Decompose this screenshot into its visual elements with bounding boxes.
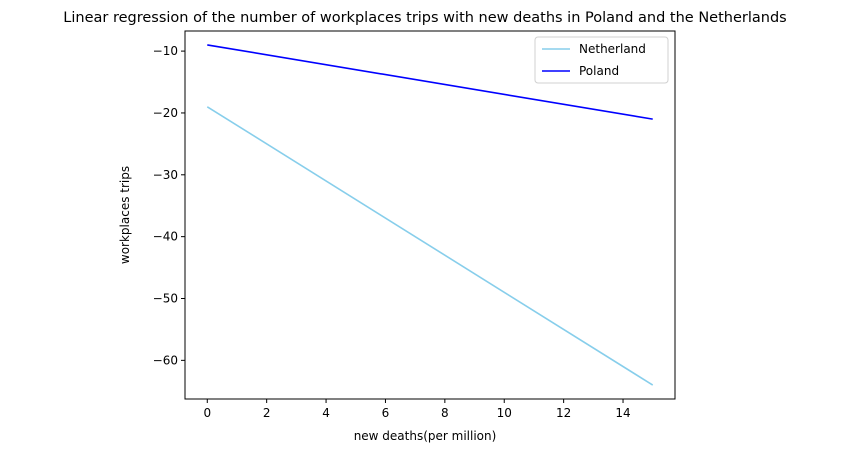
series-line-0 (206, 106, 654, 386)
x-tick-label: 2 (263, 406, 271, 420)
y-tick-label: −20 (153, 106, 178, 120)
x-tick-label: 10 (497, 406, 512, 420)
x-tick-label: 4 (322, 406, 330, 420)
y-tick-label: −10 (153, 44, 178, 58)
y-tick-label: −30 (153, 168, 178, 182)
x-axis-label: new deaths(per million) (354, 429, 497, 443)
y-tick-label: −60 (153, 353, 178, 367)
legend-label-1: Poland (579, 64, 619, 78)
chart-title: Linear regression of the number of workp… (63, 10, 786, 26)
x-tick-label: 0 (203, 406, 211, 420)
y-axis-label: workplaces trips (118, 166, 132, 264)
x-tick-label: 6 (382, 406, 390, 420)
series-line-1 (207, 44, 653, 120)
plot-frame (184, 30, 676, 400)
x-tick-label: 12 (556, 406, 571, 420)
series-layer (206, 44, 654, 386)
y-axis-ticks: −60 −50 −40 −30 −20 −10 (153, 44, 185, 367)
y-tick-label: −40 (153, 230, 178, 244)
x-tick-label: 14 (615, 406, 630, 420)
legend: Netherland Poland (534, 36, 669, 84)
plot-area (185, 31, 675, 399)
x-tick-label: 8 (441, 406, 449, 420)
y-tick-label: −50 (153, 291, 178, 305)
legend-label-0: Netherland (579, 42, 646, 56)
x-axis-ticks: 0 2 4 6 8 10 12 14 (203, 399, 631, 420)
